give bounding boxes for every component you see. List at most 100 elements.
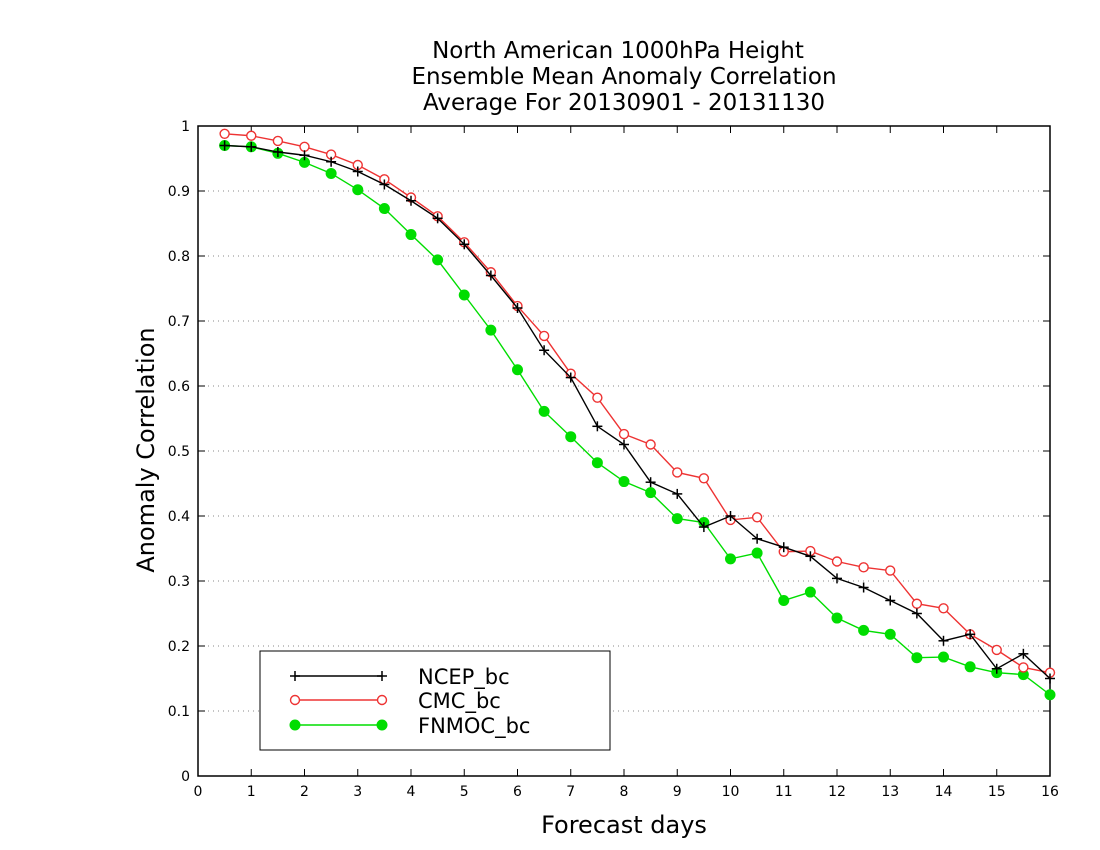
data-point [565,431,577,443]
data-point [458,289,470,301]
x-tick-label: 1 [247,784,256,800]
data-point [991,663,1002,674]
grid-lines [198,190,1050,712]
x-tick-label: 3 [353,784,362,800]
data-point [512,303,523,313]
legend-marker [289,719,301,731]
data-point [858,562,869,573]
data-point [352,184,364,196]
series-line [224,133,1051,674]
data-point [432,213,443,224]
y-tick-label: 0.7 [168,314,190,330]
data-point [618,428,630,440]
data-point [698,522,709,533]
data-point [1044,689,1056,701]
y-tick-label: 0 [181,769,190,785]
data-point [698,473,710,484]
data-point [858,624,870,636]
legend-marker [289,694,301,706]
y-tick-label: 1 [181,119,190,135]
y-tick-label: 0.8 [168,249,190,265]
data-point [619,439,629,450]
legend-label: CMC_bc [418,689,501,714]
data-point [1045,673,1055,684]
data-point [858,582,869,593]
data-point [1018,648,1029,659]
data-point [299,141,310,153]
data-point [751,512,763,523]
data-point [538,405,550,417]
legend-marker [376,719,388,731]
y-tick-label: 0.5 [168,444,190,460]
x-tick-label: 13 [881,784,899,800]
series-ncep-bc [219,140,1055,684]
x-tick-label: 5 [460,784,469,800]
x-tick-label: 4 [407,784,416,800]
data-point [219,128,230,140]
y-tick-label: 0.9 [168,184,190,200]
data-point [672,488,683,499]
data-point [991,644,1002,656]
axes: 00.10.20.30.40.50.60.70.80.910 1 2 3 4 5 6 7 8 9 1… [168,119,1059,800]
data-point [831,556,843,567]
y-axis-label: Anomaly Correlation [132,327,160,572]
x-tick-label: 16 [1041,784,1059,800]
data-point [246,130,257,141]
legend-label: NCEP_bc [418,665,510,690]
chart-title: North American 1000hPa Height Ensemble M… [411,38,836,116]
data-point [671,513,683,525]
x-tick-label: 11 [775,784,793,800]
series-fnmoc-bc [219,140,1056,701]
series-line [224,144,1051,680]
legend-marker [290,671,300,681]
data-point [592,392,603,403]
data-point [246,141,257,152]
data-point [1018,662,1029,673]
title-line-1: North American 1000hPa Height [432,38,804,64]
data-point [752,533,763,544]
data-point [805,551,816,562]
data-point [379,179,390,190]
series-line [224,144,1051,696]
legend-marker [376,694,388,706]
data-point [618,476,630,488]
data-point [272,147,283,157]
x-tick-label: 10 [722,784,740,800]
legend-label: FNMOC_bc [418,714,530,739]
data-point [272,135,284,147]
data-point [725,511,736,521]
data-point [325,167,337,179]
data-point [938,635,949,646]
data-point [405,229,417,241]
legend-item: CMC_bc [289,689,501,714]
legend-marker [377,671,387,681]
data-point [485,324,497,336]
data-point [911,598,923,609]
data-point [219,140,230,151]
data-point [512,364,523,376]
plot-frame [197,125,1051,777]
x-tick-label: 14 [935,784,953,800]
data-point [751,547,763,559]
data-point [645,439,656,450]
data-point [885,595,896,606]
x-tick-label: 15 [988,784,1006,800]
data-point [352,166,363,177]
data-point [884,628,896,640]
data-point [885,565,896,576]
x-tick-label: 12 [828,784,846,800]
title-line-2: Ensemble Mean Anomaly Correlation [411,64,836,90]
data-point [831,612,843,624]
x-tick-label: 9 [673,784,682,800]
data-point [539,345,550,356]
y-tick-label: 0.1 [168,704,190,720]
x-axis-label: Forecast days [541,811,707,839]
x-tick-label: 8 [620,784,629,800]
data-point [964,661,976,673]
data-point [911,652,923,664]
y-tick-label: 0.2 [168,639,190,655]
y-tick-label: 0.4 [168,509,190,525]
data-point [965,629,976,640]
data-point [938,603,949,614]
